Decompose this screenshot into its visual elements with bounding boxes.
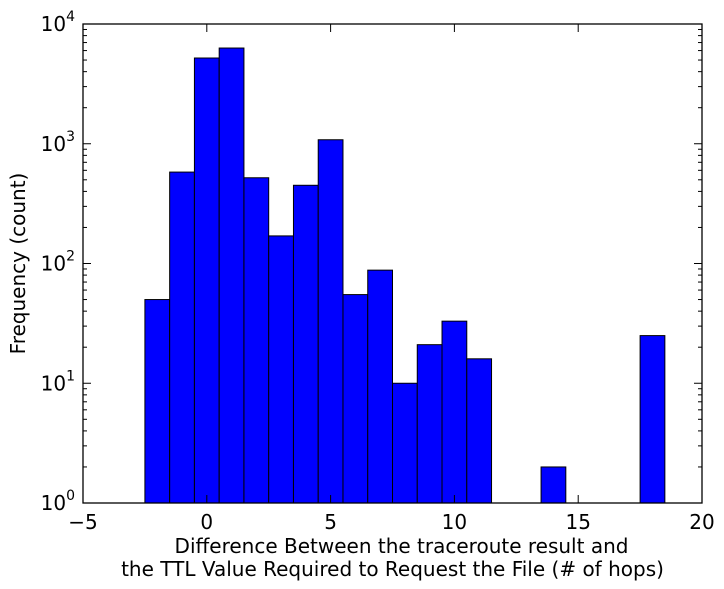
tick-labels: −5 0 5 10 15 20 100 101 102 103 104 bbox=[41, 9, 715, 534]
y-tick-label: 100 bbox=[41, 488, 75, 515]
histogram-bar bbox=[193, 57, 220, 504]
x-tick-label: 15 bbox=[565, 510, 590, 534]
x-tick-label: 0 bbox=[200, 510, 213, 534]
histogram-bar bbox=[144, 299, 171, 504]
y-tick-label: 103 bbox=[41, 129, 75, 156]
histogram-bar bbox=[268, 235, 294, 504]
y-tick-label: 104 bbox=[41, 9, 75, 36]
histogram-bar bbox=[243, 177, 270, 504]
histogram-bar bbox=[292, 184, 319, 504]
bars bbox=[144, 47, 666, 504]
x-axis-label-line-2: the TTL Value Required to Request the Fi… bbox=[121, 557, 664, 581]
histogram-bar bbox=[169, 171, 195, 504]
histogram-bar bbox=[218, 47, 245, 504]
histogram-bar bbox=[639, 335, 666, 504]
ticks bbox=[82, 23, 703, 504]
x-tick-label: −5 bbox=[68, 510, 97, 534]
y-tick-label: 102 bbox=[41, 249, 75, 276]
y-tick-label: 101 bbox=[41, 368, 75, 395]
histogram-bar bbox=[392, 382, 418, 504]
histogram-bar bbox=[416, 344, 443, 504]
histogram-bar bbox=[317, 139, 344, 504]
histogram-bar bbox=[441, 320, 468, 504]
x-tick-label: 20 bbox=[689, 510, 714, 534]
x-tick-label: 5 bbox=[324, 510, 337, 534]
x-axis-label-line-1: Difference Between the traceroute result… bbox=[175, 534, 629, 558]
x-tick-label: 10 bbox=[442, 510, 467, 534]
y-axis-label: Frequency (count) bbox=[6, 173, 30, 355]
histogram-bar bbox=[342, 294, 369, 504]
histogram-bar bbox=[540, 466, 567, 504]
histogram-bar bbox=[466, 358, 493, 504]
histogram-bar bbox=[367, 269, 393, 504]
